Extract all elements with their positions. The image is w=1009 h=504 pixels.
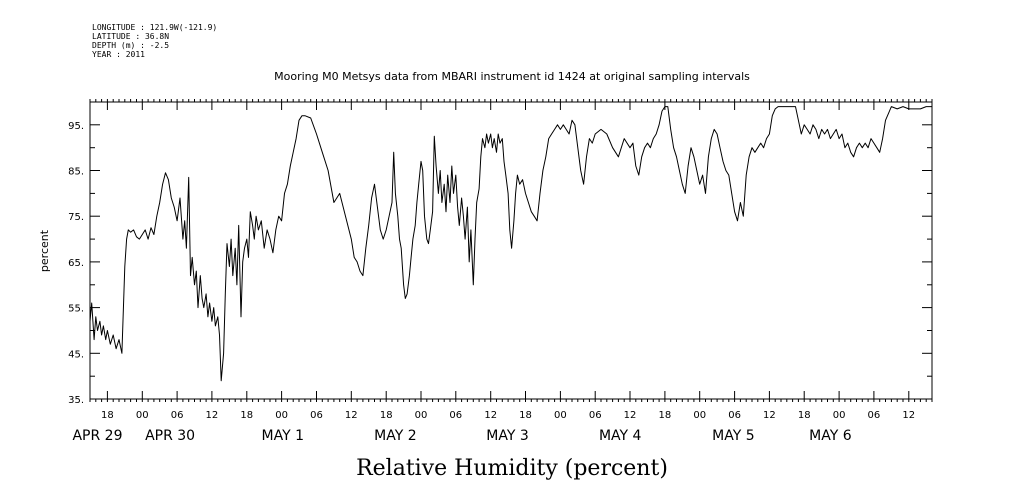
y-axis: 35. 45. 55. 65. 75. 85. 95. — [68, 121, 932, 406]
metadata-block: LONGITUDE : 121.9W(-121.9) LATITUDE : 36… — [92, 23, 217, 59]
y-tick-label: 35. — [68, 395, 84, 406]
y-tick-label: 65. — [68, 258, 84, 269]
year-text: YEAR : 2011 — [92, 50, 145, 59]
x-tick-label: 18 — [380, 410, 393, 421]
plot-frame — [89, 101, 933, 400]
x-tick-label: 12 — [345, 410, 358, 421]
x-tick-label: 12 — [624, 410, 637, 421]
x-tick-label: 00 — [415, 410, 428, 421]
y-axis-label: percent — [38, 229, 51, 272]
series-line — [89, 106, 932, 382]
latitude-text: LATITUDE : 36.8N — [92, 32, 169, 41]
x-tick-label: 18 — [240, 410, 253, 421]
x-tick-label: 18 — [659, 410, 672, 421]
x-day-label: APR 30 — [145, 428, 195, 444]
x-tick-label: 00 — [136, 410, 149, 421]
x-tick-label: 06 — [310, 410, 323, 421]
x-axis-label: Relative Humidity (percent) — [356, 456, 668, 481]
chart-title: Mooring M0 Metsys data from MBARI instru… — [274, 70, 750, 83]
x-tick-label: 06 — [868, 410, 881, 421]
x-tick-label: 18 — [519, 410, 532, 421]
x-tick-label: 06 — [589, 410, 602, 421]
x-day-label: APR 29 — [72, 428, 122, 444]
x-axis: 18 00 06 12 18 00 06 12 18 00 06 12 18 00 06 12 18 00 06 12… — [72, 102, 915, 444]
x-day-label: MAY 6 — [809, 428, 852, 444]
y-tick-label: 85. — [68, 167, 84, 178]
x-tick-label: 12 — [206, 410, 219, 421]
x-tick-label: 00 — [693, 410, 706, 421]
y-tick-label: 75. — [68, 212, 84, 223]
x-tick-label: 12 — [763, 410, 776, 421]
x-day-label: MAY 2 — [374, 428, 416, 444]
x-tick-label: 00 — [275, 410, 288, 421]
x-tick-label: 00 — [833, 410, 846, 421]
depth-text: DEPTH (m) : -2.5 — [92, 41, 169, 50]
x-tick-label: 12 — [902, 410, 915, 421]
x-tick-label: 18 — [798, 410, 811, 421]
x-day-label: MAY 3 — [486, 428, 528, 444]
x-tick-label: 06 — [171, 410, 184, 421]
x-tick-label: 06 — [449, 410, 462, 421]
y-tick-label: 55. — [68, 304, 84, 315]
x-tick-label: 00 — [554, 410, 567, 421]
x-tick-label: 06 — [728, 410, 741, 421]
x-day-label: MAY 5 — [712, 428, 754, 444]
longitude-text: LONGITUDE : 121.9W(-121.9) — [92, 23, 217, 32]
y-tick-label: 95. — [68, 121, 84, 132]
x-day-label: MAY 4 — [599, 428, 642, 444]
x-tick-label: 12 — [484, 410, 497, 421]
x-day-label: MAY 1 — [262, 428, 304, 444]
x-tick-label: 18 — [101, 410, 114, 421]
minor-ticks — [89, 99, 933, 402]
y-tick-label: 45. — [68, 349, 84, 360]
